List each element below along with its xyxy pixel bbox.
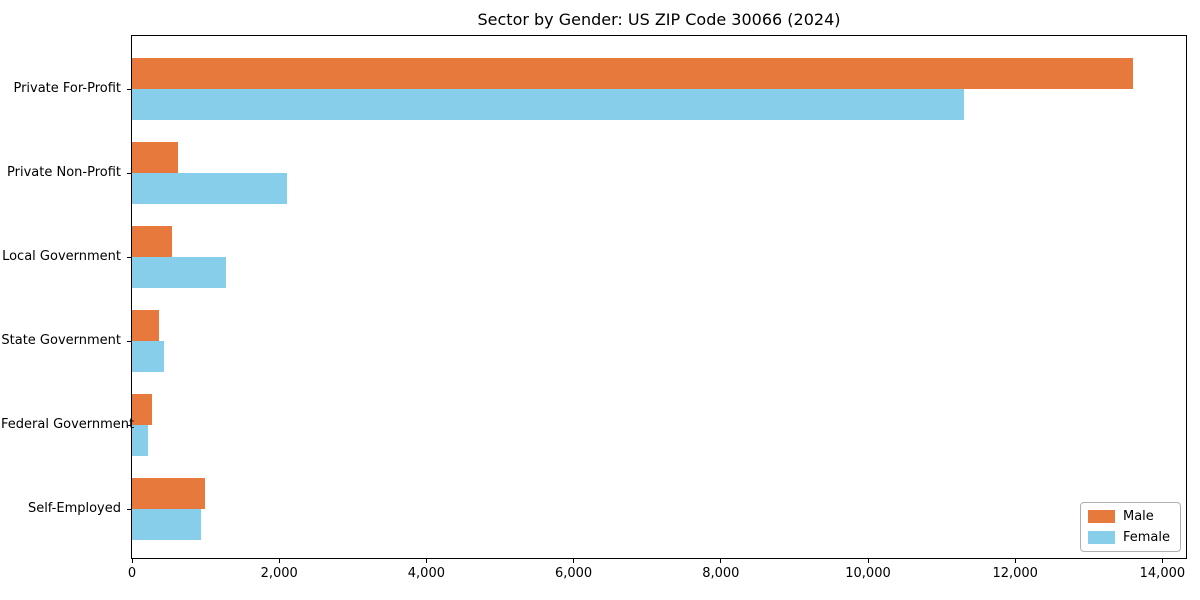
bar-female-private-non-profit [132,173,287,204]
xtick-mark-4,000 [425,558,427,563]
bar-male-private-non-profit [132,142,178,173]
xtick-label-10,000: 10,000 [845,566,891,581]
ytick-mark-private-non-profit [127,173,131,174]
plot-area: Male Female Private For-Profit Private No… [1,35,1187,581]
ytick-label-federal-government: Federal Government [1,417,135,432]
legend-label-male: Male [1122,509,1154,524]
bar-male-self-employed [132,478,205,509]
xtick-label-0: 0 [127,566,137,581]
bar-male-private-for-profit [132,58,1133,89]
legend-swatch-female-icon [1087,531,1115,544]
bar-female-private-for-profit [132,89,964,120]
ytick-label-state-government: State Government [1,333,121,348]
xtick-label-14,000: 14,000 [1139,566,1186,581]
xtick-label-8,000: 8,000 [702,566,740,581]
legend-entry-male: Male [1087,509,1170,524]
xtick-mark-14,000 [1161,558,1163,563]
xtick-label-6,000: 6,000 [554,566,593,581]
ytick-label-self-employed: Self-Employed [27,501,121,516]
chart-title: Sector by Gender: US ZIP Code 30066 (202… [477,10,841,29]
bar-female-federal-government [132,425,148,456]
bar-female-local-government [132,257,227,288]
bar-male-federal-government [132,394,152,425]
ytick-mark-local-government [127,257,131,258]
xtick-label-2,000: 2,000 [260,566,298,581]
xtick-mark-0 [131,558,133,563]
xtick-mark-10,000 [867,558,869,563]
bar-male-state-government [132,310,160,341]
xtick-label-12,000: 12,000 [992,566,1038,581]
ytick-label-private-non-profit: Private Non-Profit [7,165,121,180]
ytick-mark-federal-government [127,425,131,426]
legend-swatch-male-icon [1087,510,1115,523]
xtick-mark-6,000 [573,558,575,563]
bar-female-state-government [132,341,164,372]
ytick-mark-private-for-profit [127,89,131,90]
xtick-mark-2,000 [278,558,280,563]
ytick-label-local-government: Local Government [2,249,121,264]
legend: Male Female [1079,502,1181,552]
ytick-mark-state-government [127,341,131,342]
ytick-label-private-for-profit: Private For-Profit [13,81,121,96]
bar-male-local-government [132,226,172,257]
legend-label-female: Female [1122,530,1170,545]
xtick-mark-12,000 [1014,558,1016,563]
ytick-mark-self-employed [127,509,131,510]
legend-entry-female: Female [1087,530,1170,545]
xtick-mark-8,000 [720,558,722,563]
xtick-label-4,000: 4,000 [407,566,445,581]
bar-female-self-employed [132,509,202,540]
